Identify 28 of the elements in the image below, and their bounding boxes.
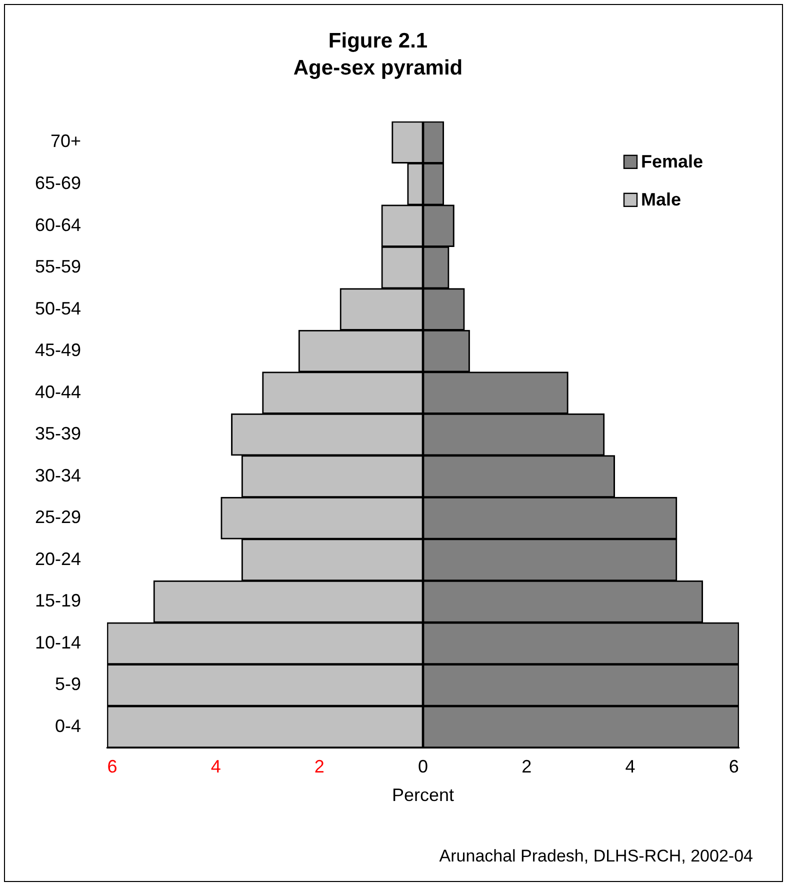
y-tick-label: 5-9	[55, 674, 82, 694]
chart-subtitle: Age-sex pyramid	[293, 56, 463, 80]
y-tick-label: 30-34	[34, 465, 82, 486]
legend-label: Male	[641, 189, 682, 210]
y-tick-label: 10-14	[34, 632, 82, 652]
y-tick-label: 40-44	[34, 382, 82, 402]
x-axis-title: Percent	[392, 785, 454, 806]
legend-label: Female	[641, 151, 704, 172]
x-tick-label: 4	[210, 756, 221, 777]
y-tick-label: 15-19	[34, 590, 82, 611]
x-tick-label: 6	[728, 756, 739, 777]
y-tick-label: 70+	[50, 131, 82, 152]
y-tick-label: 55-59	[34, 256, 82, 277]
y-tick-label: 50-54	[34, 298, 82, 318]
y-tick-label: 65-69	[34, 173, 82, 194]
y-tick-label: 45-49	[34, 340, 82, 360]
x-tick-label: 4	[625, 756, 636, 777]
y-tick-label: 0-4	[55, 716, 82, 736]
x-tick-label: 2	[522, 756, 532, 777]
y-tick-label: 60-64	[34, 214, 82, 235]
x-tick-label: 2	[314, 756, 324, 777]
x-tick-label: 6	[107, 756, 118, 777]
y-tick-label: 20-24	[34, 548, 82, 569]
x-tick-label: 0	[418, 756, 428, 777]
chart-title: Figure 2.1	[328, 29, 428, 52]
y-tick-label: 25-29	[34, 507, 82, 528]
y-tick-label: 35-39	[34, 424, 82, 444]
text: Arunachal Pradesh, DLHS-RCH, 2002-04	[439, 846, 753, 866]
